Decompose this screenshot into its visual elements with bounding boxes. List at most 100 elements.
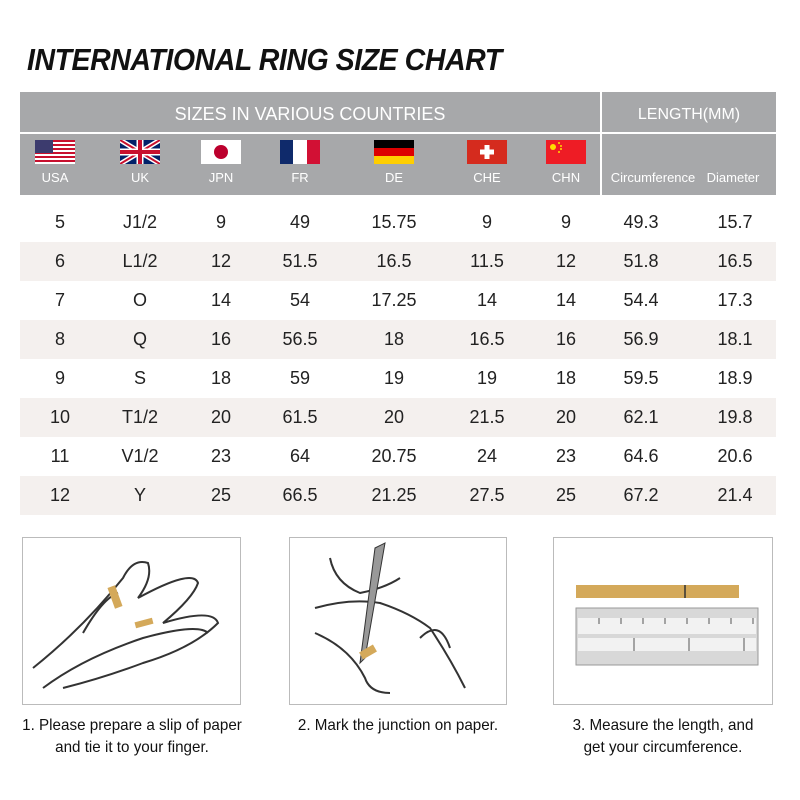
cell-uk: Y bbox=[133, 485, 147, 505]
table-row: 8 Q 16 56.5 18 16.5 16 56.9 18.1 bbox=[20, 320, 776, 359]
cell-jpn: 12 bbox=[210, 251, 232, 271]
cell-circumference: 51.8 bbox=[623, 251, 659, 271]
cell-jpn: 25 bbox=[210, 485, 232, 505]
cell-usa: 10 bbox=[49, 407, 71, 427]
cell-chn: 14 bbox=[555, 290, 577, 310]
table-header: SIZES IN VARIOUS COUNTRIES LENGTH(MM) US… bbox=[20, 92, 776, 195]
cell-de: 18 bbox=[383, 329, 405, 349]
cell-usa: 9 bbox=[54, 368, 66, 388]
cell-che: 19 bbox=[476, 368, 498, 388]
cell-de: 20.75 bbox=[371, 446, 417, 466]
cell-chn: 12 bbox=[555, 251, 577, 271]
cell-jpn: 14 bbox=[210, 290, 232, 310]
cell-diameter: 20.6 bbox=[717, 446, 753, 466]
column-che: CHE bbox=[473, 170, 501, 185]
table-row: 5 J1/2 9 49 15.75 9 9 49.3 15.7 bbox=[20, 203, 776, 242]
cell-circumference: 59.5 bbox=[623, 368, 659, 388]
column-circumference: Circumference bbox=[610, 170, 696, 185]
cell-circumference: 62.1 bbox=[623, 407, 659, 427]
cell-usa: 7 bbox=[54, 290, 66, 310]
cell-de: 17.25 bbox=[371, 290, 417, 310]
step1-caption: 1. Please prepare a slip of paper and ti… bbox=[14, 715, 250, 759]
cell-usa: 5 bbox=[54, 212, 66, 232]
divider bbox=[20, 132, 776, 134]
cell-chn: 20 bbox=[555, 407, 577, 427]
cell-fr: 61.5 bbox=[282, 407, 318, 427]
cell-che: 11.5 bbox=[470, 251, 504, 271]
cell-circumference: 67.2 bbox=[623, 485, 659, 505]
column-jpn: JPN bbox=[208, 170, 234, 185]
length-header: LENGTH(MM) bbox=[637, 106, 741, 123]
cell-de: 16.5 bbox=[376, 251, 412, 271]
cell-fr: 56.5 bbox=[282, 329, 318, 349]
table-row: 7 O 14 54 17.25 14 14 54.4 17.3 bbox=[20, 281, 776, 320]
step2-illustration bbox=[289, 537, 507, 705]
cell-che: 9 bbox=[481, 212, 493, 232]
cell-diameter: 18.9 bbox=[717, 368, 753, 388]
cell-diameter: 18.1 bbox=[717, 329, 753, 349]
cell-fr: 64 bbox=[289, 446, 311, 466]
france-flag-icon bbox=[280, 140, 320, 164]
cell-chn: 9 bbox=[560, 212, 572, 232]
cell-fr: 51.5 bbox=[282, 251, 318, 271]
ruler-measure-image bbox=[575, 585, 759, 666]
cell-circumference: 49.3 bbox=[623, 212, 659, 232]
cell-diameter: 21.4 bbox=[717, 485, 753, 505]
cell-circumference: 56.9 bbox=[623, 329, 659, 349]
uk-flag-icon bbox=[120, 140, 160, 164]
cell-jpn: 23 bbox=[210, 446, 232, 466]
sizes-header: SIZES IN VARIOUS COUNTRIES bbox=[174, 104, 446, 124]
cell-chn: 25 bbox=[555, 485, 577, 505]
cell-usa: 6 bbox=[54, 251, 66, 271]
step2-caption: 2. Mark the junction on paper. bbox=[282, 715, 514, 737]
cell-che: 21.5 bbox=[469, 407, 505, 427]
column-de: DE bbox=[384, 170, 404, 185]
table-row: 11 V1/2 23 64 20.75 24 23 64.6 20.6 bbox=[20, 437, 776, 476]
cell-che: 16.5 bbox=[469, 329, 505, 349]
column-chn: CHN bbox=[551, 170, 581, 185]
column-diameter: Diameter bbox=[706, 170, 760, 185]
cell-uk: L1/2 bbox=[122, 251, 158, 271]
column-fr: FR bbox=[291, 170, 309, 185]
table-row: 10 T1/2 20 61.5 20 21.5 20 62.1 19.8 bbox=[20, 398, 776, 437]
cell-uk: T1/2 bbox=[121, 407, 159, 427]
cell-usa: 8 bbox=[54, 329, 66, 349]
marking-paper-image bbox=[314, 542, 466, 694]
cell-jpn: 9 bbox=[215, 212, 227, 232]
usa-flag-icon bbox=[35, 140, 75, 164]
cell-jpn: 16 bbox=[210, 329, 232, 349]
cell-diameter: 19.8 bbox=[717, 407, 753, 427]
cell-diameter: 15.7 bbox=[717, 212, 753, 232]
cell-de: 21.25 bbox=[371, 485, 417, 505]
step3-line2: get your circumference. bbox=[583, 739, 743, 756]
cell-fr: 54 bbox=[289, 290, 311, 310]
cell-uk: V1/2 bbox=[121, 446, 159, 466]
hand-with-paper-image bbox=[32, 561, 220, 689]
china-flag-icon bbox=[546, 140, 586, 164]
cell-jpn: 20 bbox=[210, 407, 232, 427]
cell-jpn: 18 bbox=[210, 368, 232, 388]
column-uk: UK bbox=[130, 170, 150, 185]
cell-fr: 49 bbox=[289, 212, 311, 232]
step3-line1: 3. Measure the length, and bbox=[572, 717, 754, 734]
table-row: 6 L1/2 12 51.5 16.5 11.5 12 51.8 16.5 bbox=[20, 242, 776, 281]
step3-illustration bbox=[553, 537, 773, 705]
step1-illustration bbox=[22, 537, 241, 705]
cell-che: 27.5 bbox=[469, 485, 505, 505]
cell-che: 24 bbox=[476, 446, 498, 466]
switzerland-flag-icon bbox=[467, 140, 507, 164]
cell-chn: 18 bbox=[555, 368, 577, 388]
cell-de: 19 bbox=[383, 368, 405, 388]
cell-uk: J1/2 bbox=[122, 212, 158, 232]
step3-caption: 3. Measure the length, and get your circ… bbox=[551, 715, 775, 759]
cell-diameter: 16.5 bbox=[717, 251, 753, 271]
cell-de: 15.75 bbox=[371, 212, 417, 232]
japan-flag-icon bbox=[201, 140, 241, 164]
cell-uk: S bbox=[133, 368, 147, 388]
cell-diameter: 17.3 bbox=[717, 290, 753, 310]
cell-fr: 66.5 bbox=[282, 485, 318, 505]
cell-chn: 23 bbox=[555, 446, 577, 466]
column-usa: USA bbox=[41, 170, 69, 185]
cell-che: 14 bbox=[476, 290, 498, 310]
germany-flag-icon bbox=[374, 140, 414, 164]
